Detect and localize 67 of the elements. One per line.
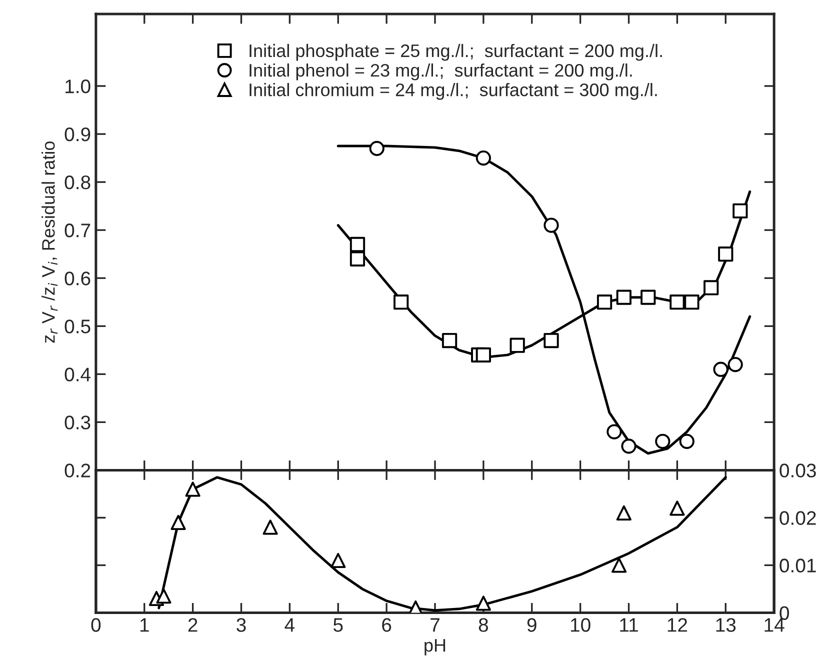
x-tick-label: 9 (527, 618, 536, 632)
y2-tick-label: 0.03 (780, 464, 816, 478)
line-series (336, 144, 752, 455)
point (616, 505, 632, 521)
point (350, 236, 366, 252)
x-tick-label: 14 (764, 618, 784, 632)
point (670, 500, 685, 516)
point (476, 150, 492, 166)
point (262, 520, 278, 535)
point (476, 347, 492, 363)
x-tick-label: 7 (430, 618, 440, 632)
point (684, 294, 700, 310)
point (596, 294, 612, 310)
y-tick-label: 0.6 (64, 272, 90, 286)
y-tick-label: 1.0 (66, 79, 90, 94)
x-tick-label: 10 (570, 618, 590, 632)
y-tick-label: 0.7 (64, 224, 90, 238)
x-tick-label: 4 (284, 618, 295, 632)
x-tick-label: 11 (620, 618, 638, 632)
point (616, 290, 632, 305)
point (612, 558, 627, 573)
x-axis-title: pH (424, 639, 446, 656)
y2-tick-label: 0 (780, 606, 789, 620)
point (330, 552, 346, 568)
point (544, 218, 559, 233)
y-tick-label: 0.3 (64, 416, 90, 430)
legend-label: Initial phenol = 23 mg./l.; surfactant = 200 mg./l. (250, 63, 632, 80)
point (350, 251, 366, 266)
text: Initial chromium = 24 mg./l.; surfactant = 300 mg./l. (250, 83, 657, 100)
point (704, 280, 719, 296)
point (369, 140, 384, 156)
y2-tick-label: 0.01 (780, 558, 816, 572)
x-tick-label: 13 (716, 618, 736, 632)
point (655, 434, 670, 449)
point (713, 362, 728, 377)
x-tick-label: 3 (236, 618, 246, 632)
x-tick-label: 6 (382, 618, 392, 632)
y-tick-label: 0.5 (64, 320, 90, 334)
y-tick-label: 0.9 (64, 128, 90, 142)
x-tick-label: 0 (91, 618, 101, 632)
point (185, 482, 200, 497)
y-tick-label: 0.2 (64, 464, 90, 478)
point (156, 588, 172, 604)
x-tick-label: 8 (478, 618, 488, 632)
y-tick-label: 0.4 (64, 368, 91, 382)
text: z$_{r}$ V$_{r}$ /z$_{i}$ V$_{i}$, Residual ratio (42, 142, 58, 343)
x-tick-label: 12 (668, 618, 688, 632)
point (670, 294, 685, 310)
point (510, 338, 525, 353)
y2-tick-label: 0.02 (780, 511, 816, 525)
point (728, 356, 743, 372)
point (732, 203, 748, 218)
x-tick-label: 5 (333, 618, 343, 632)
point (170, 514, 186, 530)
point (476, 596, 492, 611)
point (621, 438, 636, 454)
y-tick-label: 0.8 (64, 176, 90, 190)
point (640, 290, 656, 305)
point (606, 424, 622, 440)
point (679, 434, 694, 449)
point (394, 294, 409, 310)
x-tick-label: 1 (140, 618, 149, 632)
point (718, 246, 734, 262)
legend-label: Initial phosphate = 25 mg./l.; surfactant = 200 mg./l. (250, 44, 662, 61)
point (442, 332, 458, 348)
x-tick-label: 2 (188, 618, 198, 632)
point (544, 332, 559, 348)
